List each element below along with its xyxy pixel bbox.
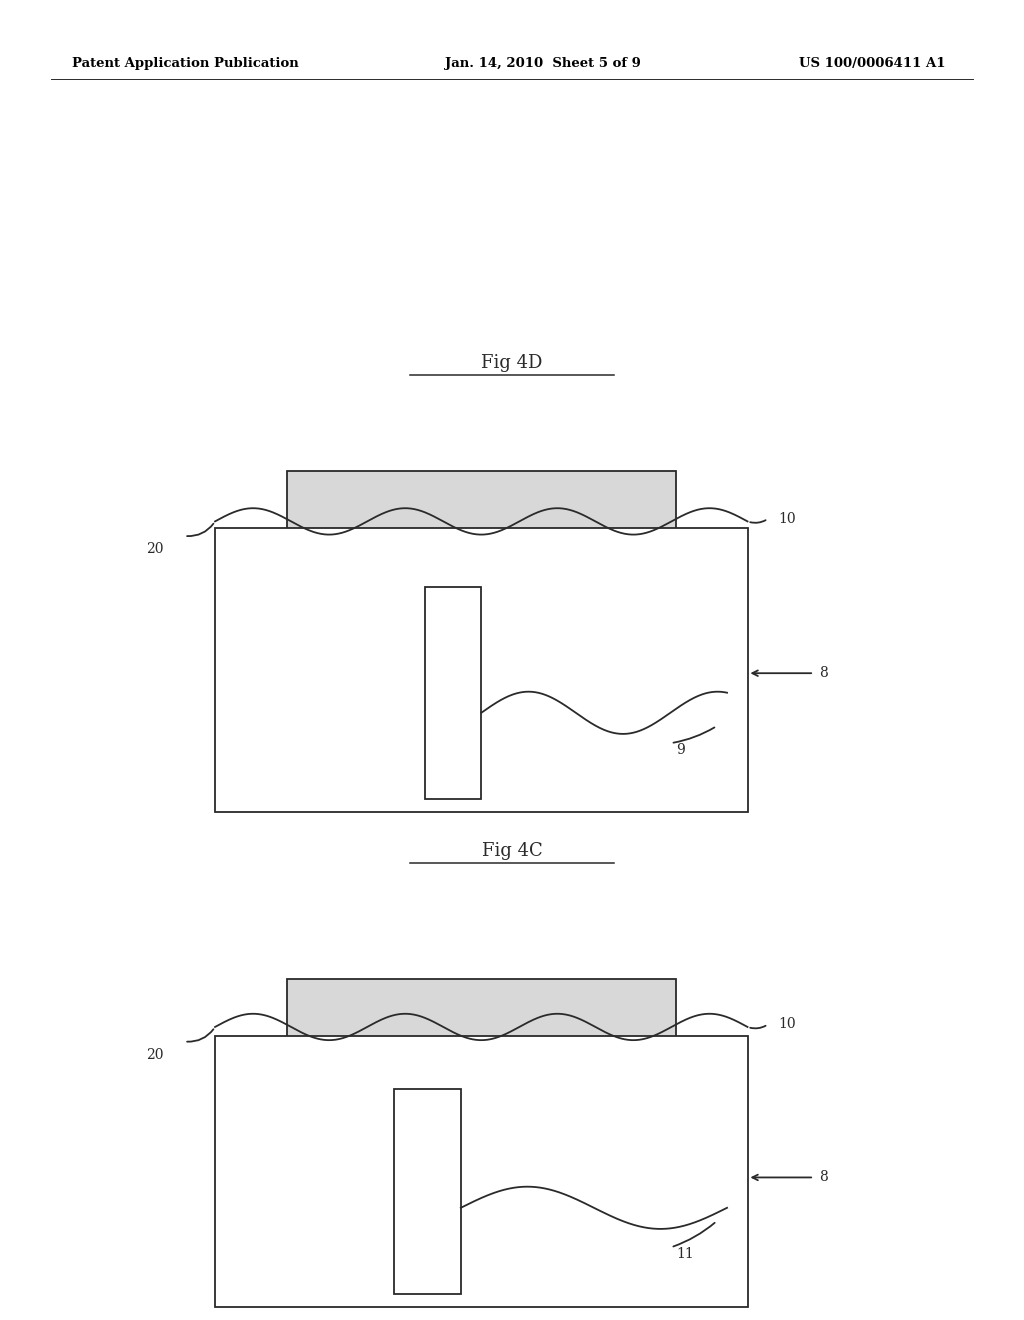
Text: 9: 9 bbox=[676, 743, 685, 756]
Text: 8: 8 bbox=[819, 667, 828, 680]
Text: Jan. 14, 2010  Sheet 5 of 9: Jan. 14, 2010 Sheet 5 of 9 bbox=[445, 57, 641, 70]
Text: Patent Application Publication: Patent Application Publication bbox=[72, 57, 298, 70]
Text: 10: 10 bbox=[778, 1018, 796, 1031]
Text: 10: 10 bbox=[778, 512, 796, 525]
Bar bbox=[287, 979, 676, 1043]
Text: 20: 20 bbox=[146, 543, 164, 556]
Bar bbox=[287, 471, 676, 535]
Bar bbox=[215, 528, 748, 812]
Bar bbox=[215, 1036, 748, 1307]
Text: 8: 8 bbox=[819, 1171, 828, 1184]
Text: Fig 4D: Fig 4D bbox=[481, 354, 543, 372]
Text: 11: 11 bbox=[676, 1247, 693, 1261]
Text: US 100/0006411 A1: US 100/0006411 A1 bbox=[799, 57, 945, 70]
Text: Fig 4C: Fig 4C bbox=[481, 842, 543, 861]
Bar bbox=[394, 1089, 461, 1294]
Text: 20: 20 bbox=[146, 1048, 164, 1061]
Bar bbox=[425, 587, 481, 799]
